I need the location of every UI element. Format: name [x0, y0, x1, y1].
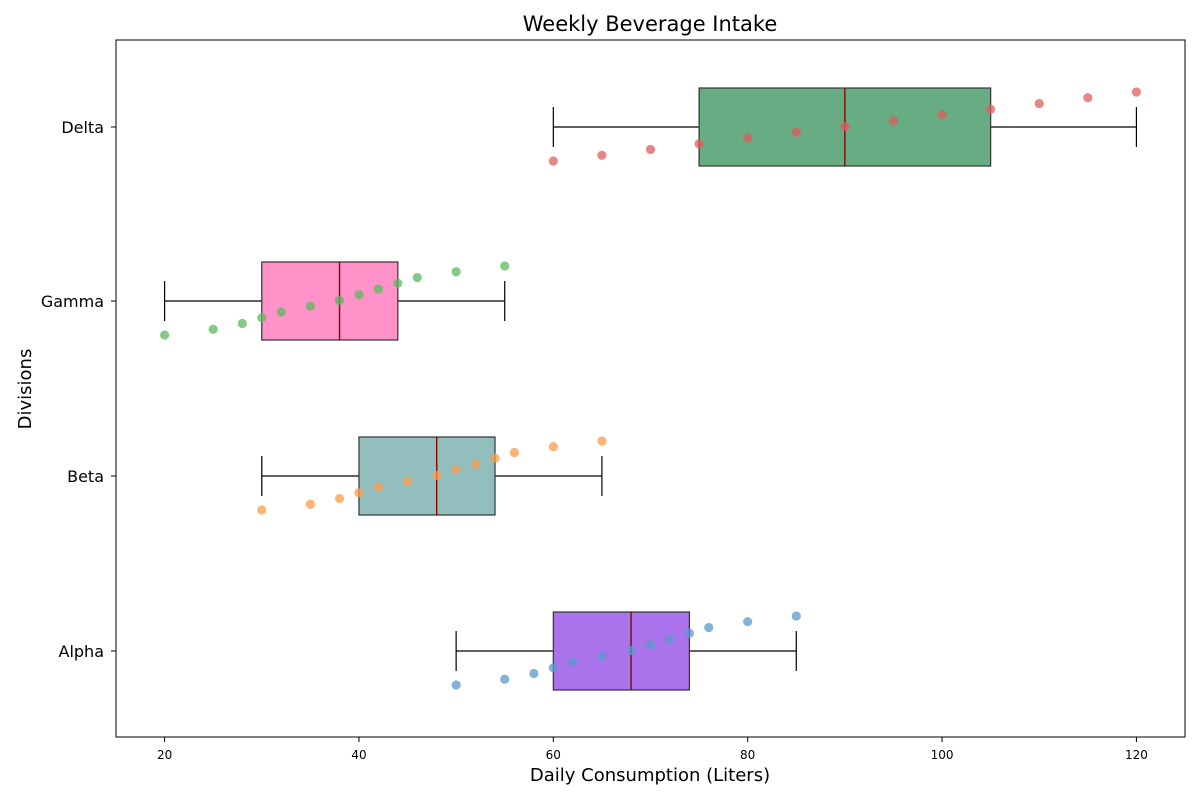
y-axis-label: Divisions: [15, 349, 36, 430]
data-point: [986, 104, 996, 114]
data-point: [305, 499, 315, 509]
data-point: [626, 645, 636, 656]
y-tick-label: Delta: [61, 118, 104, 137]
data-point: [645, 640, 656, 650]
x-tick-label: 40: [351, 748, 366, 762]
box-group-delta: [548, 87, 1142, 167]
data-point: [159, 330, 170, 340]
data-point: [276, 307, 286, 317]
data-point: [743, 133, 753, 143]
y-tick-label: Gamma: [41, 292, 104, 311]
data-point: [451, 465, 461, 475]
chart-title: Weekly Beverage Intake: [523, 12, 778, 36]
data-point: [432, 470, 442, 481]
data-point: [548, 442, 558, 452]
box-group-alpha: [451, 611, 801, 691]
box-group-gamma: [159, 261, 510, 341]
box-alpha: [552, 611, 690, 691]
data-point: [354, 290, 364, 300]
data-point: [490, 453, 500, 463]
data-point: [402, 476, 413, 486]
data-point: [529, 668, 539, 679]
data-point: [208, 324, 218, 334]
x-tick-label: 60: [546, 748, 561, 762]
data-point: [684, 628, 694, 638]
data-point: [451, 680, 461, 690]
data-point: [257, 313, 267, 323]
data-point: [373, 482, 383, 492]
data-point: [354, 488, 364, 498]
data-point: [509, 447, 520, 458]
data-point: [305, 301, 315, 311]
plot-frame: [115, 39, 1186, 738]
data-point: [937, 110, 947, 120]
data-point: [704, 622, 714, 633]
data-point: [568, 657, 578, 667]
data-point: [665, 634, 675, 644]
y-axis: Alpha Beta Gamma Delta: [41, 118, 116, 661]
x-tick-label: 20: [157, 748, 172, 762]
data-point: [597, 150, 607, 160]
x-tick-label: 80: [740, 748, 755, 762]
data-point: [1131, 87, 1142, 97]
data-point: [548, 156, 558, 166]
data-point: [888, 116, 899, 126]
data-point: [393, 278, 403, 288]
y-tick-label: Alpha: [59, 642, 105, 661]
y-tick-label: Beta: [67, 467, 104, 486]
x-axis-label: Daily Consumption (Liters): [530, 765, 770, 786]
x-tick-label: 120: [1125, 748, 1148, 762]
x-axis: 20 40 60 80 100 120: [157, 737, 1148, 762]
data-point: [334, 493, 345, 504]
data-point: [451, 267, 461, 277]
data-point: [334, 295, 345, 306]
box-gamma: [261, 261, 399, 341]
data-point: [500, 261, 510, 271]
data-point: [1034, 98, 1044, 109]
box-beta: [358, 436, 496, 516]
data-point: [412, 272, 422, 283]
data-point: [791, 611, 801, 621]
data-point: [1083, 93, 1093, 103]
data-point: [597, 436, 607, 446]
data-point: [694, 139, 704, 149]
data-point: [597, 651, 607, 661]
data-point: [791, 127, 801, 137]
data-point: [373, 284, 383, 294]
data-point: [743, 617, 753, 627]
data-point: [237, 318, 247, 329]
data-point: [257, 505, 267, 515]
plot-area: [159, 87, 1142, 691]
data-point: [470, 459, 481, 469]
box-group-beta: [257, 436, 607, 516]
data-point: [840, 121, 850, 132]
data-point: [500, 674, 510, 684]
data-point: [645, 144, 656, 155]
data-point: [548, 663, 558, 673]
x-tick-label: 100: [931, 748, 954, 762]
